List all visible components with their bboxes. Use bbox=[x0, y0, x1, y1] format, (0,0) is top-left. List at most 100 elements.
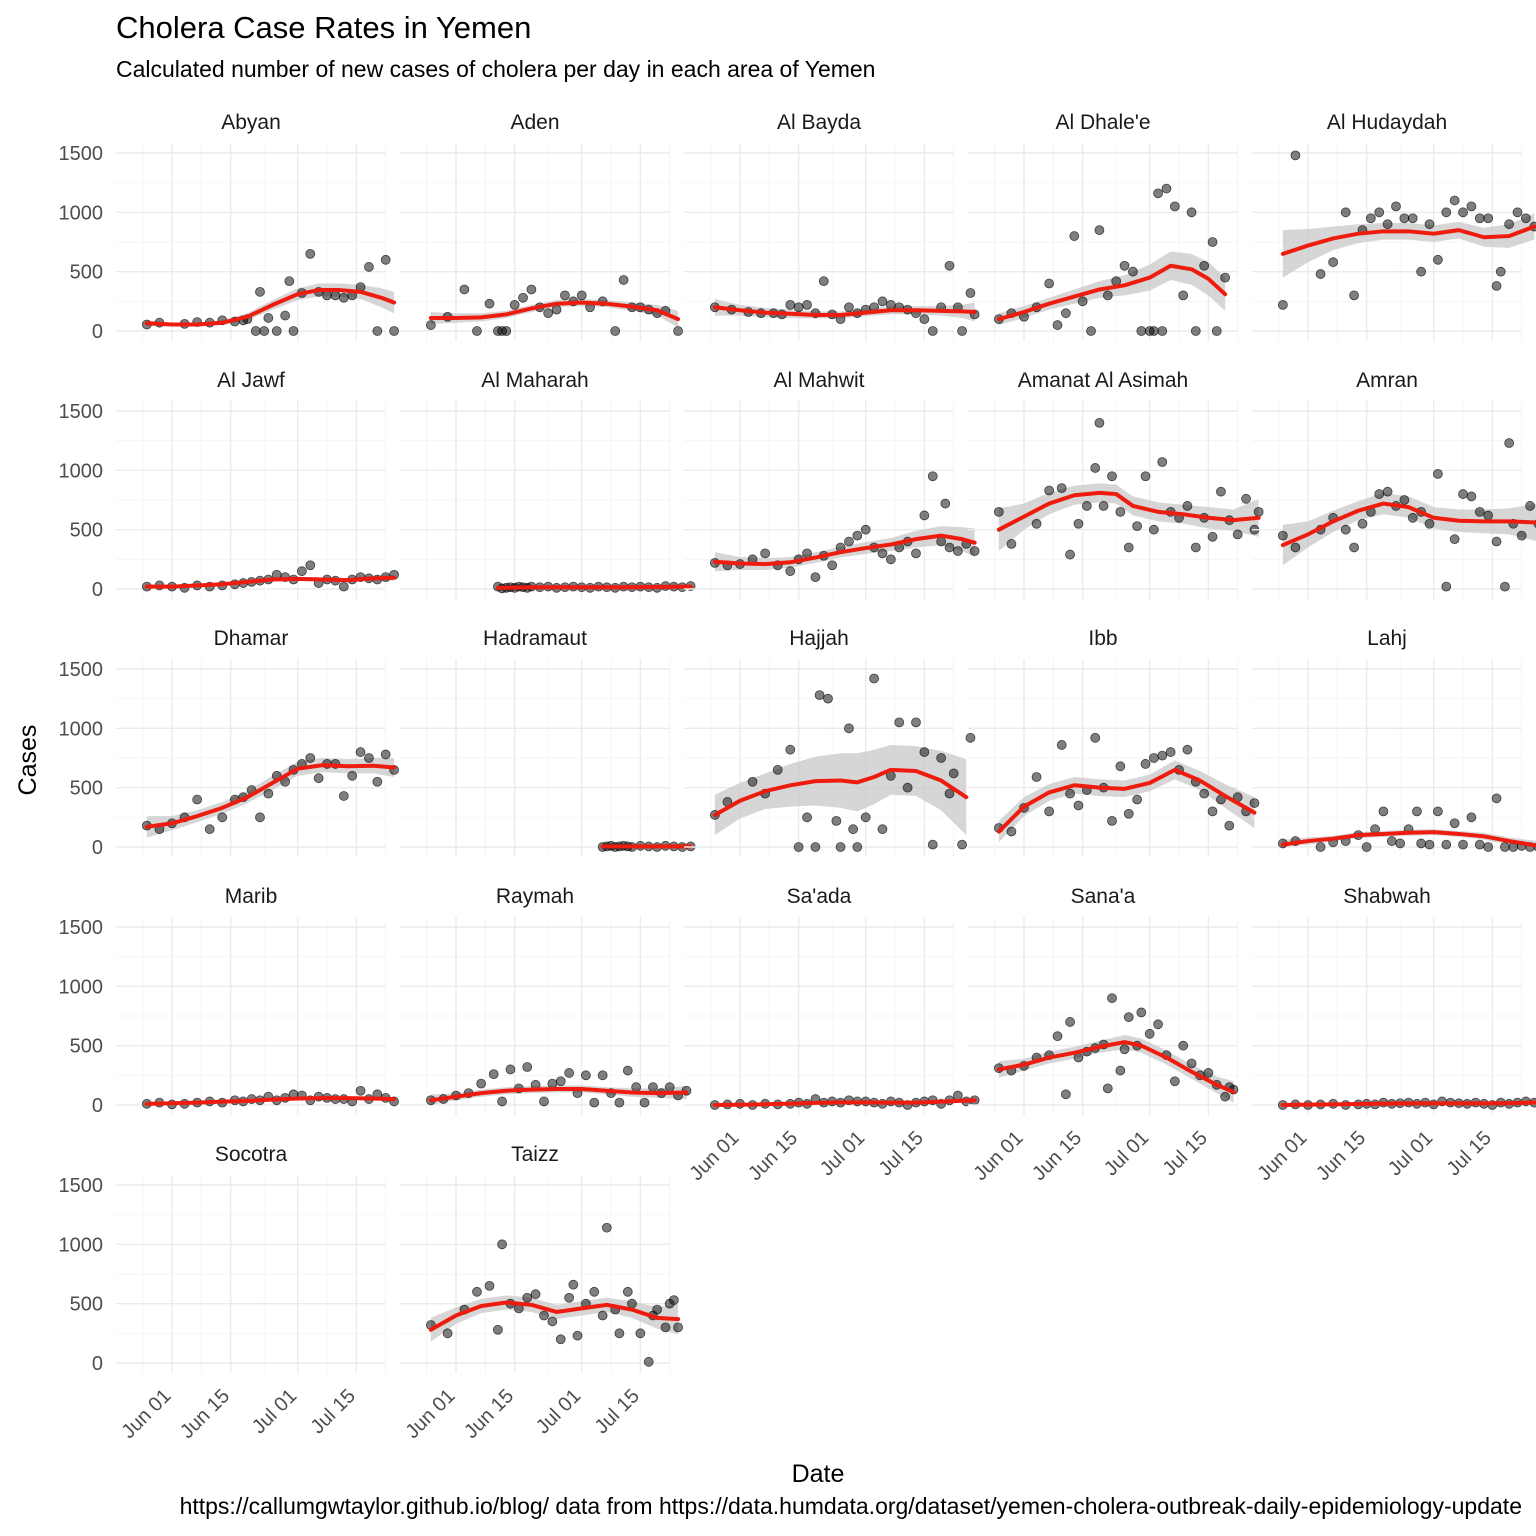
confidence-band bbox=[1282, 492, 1536, 566]
data-point bbox=[664, 1082, 675, 1093]
data-point bbox=[1395, 838, 1406, 849]
data-point bbox=[1520, 213, 1531, 224]
data-point bbox=[848, 824, 859, 835]
data-point bbox=[284, 276, 295, 287]
x-tick-label: Jun 15 bbox=[460, 1385, 518, 1443]
data-point bbox=[1061, 308, 1071, 319]
data-point bbox=[1253, 506, 1264, 517]
data-point bbox=[1432, 806, 1443, 817]
facet-panel: Sa'ada Jun 01 Jun 15 Jul 01 Jul 15 bbox=[684, 885, 980, 1185]
data-point bbox=[1061, 1089, 1071, 1100]
facet-label: Shabwah bbox=[1343, 885, 1431, 908]
data-point bbox=[1182, 501, 1193, 511]
data-point bbox=[1056, 483, 1067, 494]
x-tick-label: Jul 15 bbox=[307, 1385, 360, 1438]
data-point bbox=[497, 1239, 507, 1250]
data-point bbox=[1052, 320, 1063, 330]
data-point bbox=[250, 326, 261, 336]
data-point bbox=[1500, 581, 1510, 592]
data-point bbox=[1432, 254, 1443, 265]
facet-panel: Hajjah bbox=[684, 627, 976, 857]
data-point bbox=[1123, 1012, 1134, 1023]
facet-panel: Hadramaut bbox=[400, 627, 696, 857]
data-point bbox=[1365, 213, 1376, 224]
smooth-line bbox=[712, 533, 977, 567]
smooth-line bbox=[144, 288, 397, 327]
data-point bbox=[614, 1097, 625, 1108]
x-tick-label: Jul 01 bbox=[532, 1385, 585, 1438]
data-point bbox=[1277, 299, 1288, 310]
data-point bbox=[1119, 1044, 1130, 1055]
data-point bbox=[852, 842, 863, 852]
data-point bbox=[1399, 495, 1410, 505]
data-point bbox=[1140, 759, 1151, 769]
data-point bbox=[860, 812, 871, 823]
data-point bbox=[1328, 257, 1339, 268]
data-point bbox=[1107, 815, 1117, 826]
facet-panel: Aden bbox=[400, 111, 683, 341]
data-point bbox=[372, 326, 383, 336]
data-point bbox=[1086, 326, 1096, 336]
data-point bbox=[1056, 740, 1067, 750]
data-point bbox=[263, 788, 274, 799]
data-point bbox=[1044, 806, 1055, 817]
data-point bbox=[1169, 1076, 1180, 1087]
data-point bbox=[1178, 1040, 1189, 1051]
data-point bbox=[271, 326, 282, 336]
data-point bbox=[1407, 213, 1418, 224]
data-point bbox=[818, 276, 829, 287]
data-point bbox=[1474, 213, 1485, 224]
data-point bbox=[1220, 272, 1231, 283]
facet-panel: Al Jawf 0 500 1000 1500 bbox=[59, 369, 399, 601]
data-point bbox=[1241, 493, 1251, 504]
data-point bbox=[1065, 788, 1075, 799]
data-point bbox=[944, 788, 955, 799]
smooth-line bbox=[712, 1098, 977, 1107]
data-point bbox=[1315, 842, 1326, 852]
data-point bbox=[1065, 1017, 1075, 1027]
data-point bbox=[1186, 207, 1197, 218]
data-point bbox=[957, 839, 967, 850]
facet-panel: Dhamar 0 500 1000 1500 bbox=[59, 627, 399, 859]
facet-label: Amran bbox=[1356, 369, 1418, 392]
data-point bbox=[622, 1065, 633, 1076]
data-point bbox=[338, 292, 349, 303]
y-tick-label: 0 bbox=[92, 321, 103, 343]
data-point bbox=[1424, 518, 1435, 529]
data-point bbox=[927, 839, 938, 850]
data-point bbox=[380, 254, 391, 265]
x-tick-label: Jun 01 bbox=[1254, 1127, 1312, 1185]
data-point bbox=[747, 776, 758, 787]
data-point bbox=[965, 288, 976, 298]
data-point bbox=[204, 824, 215, 835]
data-point bbox=[1157, 457, 1168, 467]
data-point bbox=[1169, 201, 1180, 212]
confidence-band bbox=[998, 1034, 1234, 1103]
x-tick-label: Jun 01 bbox=[970, 1127, 1028, 1185]
data-point bbox=[1290, 542, 1301, 553]
data-point bbox=[1199, 260, 1210, 271]
smooth-line bbox=[712, 305, 977, 317]
smooth-line bbox=[144, 1096, 397, 1106]
data-point bbox=[217, 812, 228, 823]
data-point bbox=[785, 744, 796, 755]
confidence-band bbox=[146, 757, 395, 838]
facet-label: Aden bbox=[510, 111, 559, 134]
data-point bbox=[560, 290, 570, 301]
data-point bbox=[1412, 806, 1422, 817]
data-point bbox=[1216, 486, 1226, 497]
x-tick-label: Jun 01 bbox=[118, 1385, 176, 1443]
data-point bbox=[810, 572, 821, 583]
facet-panel: Marib 0 500 1000 1500 bbox=[59, 885, 399, 1117]
data-point bbox=[1340, 524, 1351, 535]
data-point bbox=[1006, 826, 1017, 837]
facet-panel: Amran bbox=[1252, 369, 1536, 599]
smooth-line bbox=[1280, 224, 1536, 256]
data-point bbox=[885, 299, 896, 310]
data-point bbox=[347, 770, 358, 781]
data-point bbox=[1449, 818, 1460, 829]
smooth-line bbox=[1280, 1100, 1536, 1107]
facet-panel: Raymah bbox=[400, 885, 692, 1115]
data-point bbox=[622, 1286, 633, 1297]
facet-panel: Amanat Al Asimah bbox=[968, 369, 1264, 599]
